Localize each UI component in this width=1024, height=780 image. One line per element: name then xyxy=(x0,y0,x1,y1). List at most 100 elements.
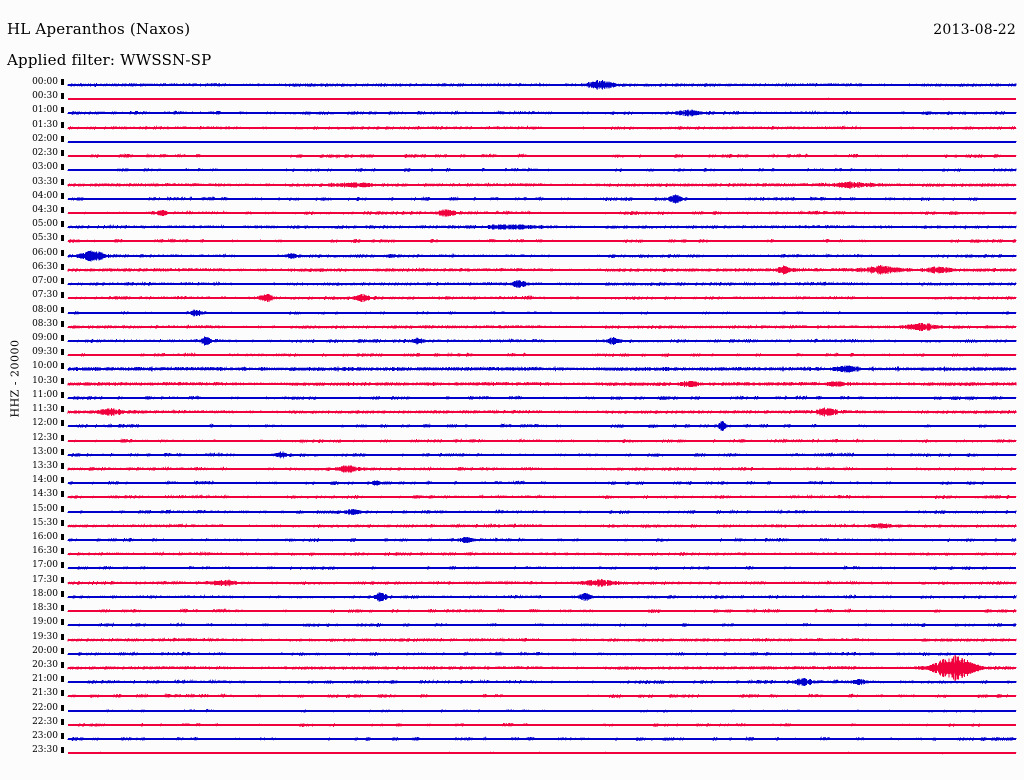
axis-tick xyxy=(61,363,64,370)
trace-row: 10:00 xyxy=(0,362,1024,376)
axis-tick xyxy=(61,349,64,356)
trace-canvas xyxy=(67,277,1017,319)
trace-canvas xyxy=(67,107,1017,149)
axis-tick xyxy=(61,107,64,114)
trace-row-time-label: 05:30 xyxy=(32,233,58,244)
trace-canvas xyxy=(67,448,1017,490)
trace-row-time-label: 08:00 xyxy=(32,304,58,315)
trace-row: 03:30 xyxy=(0,177,1024,192)
trace-row-time-label: 20:30 xyxy=(32,660,58,671)
axis-tick xyxy=(61,676,64,683)
trace-row: 13:00 xyxy=(0,447,1024,462)
axis-tick xyxy=(61,377,64,384)
trace-canvas xyxy=(67,533,1017,575)
axis-tick xyxy=(61,548,64,555)
trace-row: 18:00 xyxy=(0,588,1024,604)
trace-row-time-label: 15:30 xyxy=(32,517,58,528)
trace-row: 22:00 xyxy=(0,703,1024,718)
trace-row-time-label: 07:00 xyxy=(32,276,58,287)
axis-tick xyxy=(61,491,64,498)
trace-canvas xyxy=(67,462,1017,504)
trace-row-time-label: 19:30 xyxy=(32,631,58,642)
axis-tick xyxy=(61,150,64,157)
trace-row: 08:00 xyxy=(0,304,1024,320)
trace-canvas xyxy=(67,619,1017,661)
trace-row-time-label: 08:30 xyxy=(32,318,58,329)
trace-row-time-label: 22:30 xyxy=(32,716,58,727)
axis-tick xyxy=(61,534,64,541)
trace-canvas xyxy=(67,164,1017,206)
trace-row: 15:00 xyxy=(0,503,1024,519)
trace-row: 19:00 xyxy=(0,618,1024,632)
trace-canvas xyxy=(67,206,1017,248)
trace-canvas xyxy=(67,576,1017,618)
trace-canvas xyxy=(67,377,1017,419)
axis-tick xyxy=(61,221,64,228)
axis-tick xyxy=(61,633,64,640)
axis-tick xyxy=(61,334,64,341)
trace-row-time-label: 00:30 xyxy=(32,91,58,102)
axis-tick xyxy=(61,420,64,427)
axis-tick xyxy=(61,406,64,413)
axis-tick xyxy=(61,477,64,484)
seismogram-plot: 00:00 00:30 01:00 01:30 02:00 02:30 03:00 03:30… xyxy=(0,78,1024,778)
trace-canvas xyxy=(67,249,1017,291)
trace-row-time-label: 18:00 xyxy=(32,588,58,599)
trace-row: 02:00 xyxy=(0,134,1024,149)
trace-row: 01:00 xyxy=(0,106,1024,120)
trace-row: 05:00 xyxy=(0,220,1024,234)
trace-row-time-label: 05:00 xyxy=(32,219,58,230)
trace-row: 15:30 xyxy=(0,517,1024,533)
trace-row-time-label: 09:00 xyxy=(32,332,58,343)
trace-row: 00:30 xyxy=(0,92,1024,106)
trace-row-time-label: 04:30 xyxy=(32,204,58,215)
trace-row-time-label: 06:30 xyxy=(32,261,58,272)
trace-row: 19:30 xyxy=(0,631,1024,647)
trace-row-time-label: 13:30 xyxy=(32,460,58,471)
axis-tick xyxy=(61,93,64,100)
trace-row-time-label: 16:00 xyxy=(32,532,58,543)
axis-tick xyxy=(61,135,64,142)
axis-tick xyxy=(61,505,64,512)
trace-canvas xyxy=(67,732,1017,774)
trace-row-time-label: 14:30 xyxy=(32,489,58,500)
trace-row: 20:00 xyxy=(0,646,1024,661)
axis-tick xyxy=(61,249,64,256)
axis-tick xyxy=(61,79,64,85)
trace-row-time-label: 06:00 xyxy=(32,247,58,258)
trace-row: 18:30 xyxy=(0,604,1024,618)
axis-tick xyxy=(61,263,64,270)
trace-canvas xyxy=(67,263,1017,305)
trace-row: 17:00 xyxy=(0,561,1024,575)
axis-tick xyxy=(61,704,64,711)
record-date: 2013-08-22 xyxy=(933,22,1016,38)
trace-row-time-label: 09:30 xyxy=(32,347,58,358)
trace-canvas xyxy=(67,149,1017,191)
trace-row: 20:30 xyxy=(0,655,1024,681)
axis-tick xyxy=(61,718,64,725)
trace-row-time-label: 15:00 xyxy=(32,503,58,514)
trace-row-time-label: 21:00 xyxy=(32,674,58,685)
trace-row-time-label: 02:30 xyxy=(32,148,58,159)
axis-tick xyxy=(61,733,64,740)
trace-canvas xyxy=(67,718,1017,760)
trace-canvas xyxy=(67,92,1017,134)
axis-tick xyxy=(61,462,64,469)
trace-row: 21:30 xyxy=(0,689,1024,703)
trace-row: 03:00 xyxy=(0,163,1024,177)
axis-tick xyxy=(61,178,64,185)
trace-row: 00:00 xyxy=(0,78,1024,92)
trace-canvas xyxy=(67,292,1017,334)
trace-canvas xyxy=(67,320,1017,362)
trace-canvas xyxy=(67,420,1017,462)
trace-canvas xyxy=(68,78,1016,120)
trace-canvas xyxy=(67,661,1017,703)
trace-row: 16:00 xyxy=(0,533,1024,547)
trace-row-time-label: 23:00 xyxy=(32,731,58,742)
trace-row-time-label: 07:30 xyxy=(32,290,58,301)
axis-tick xyxy=(61,519,64,526)
trace-canvas xyxy=(67,562,1017,604)
axis-tick xyxy=(61,164,64,171)
trace-canvas xyxy=(67,405,1017,447)
axis-tick xyxy=(61,662,64,669)
